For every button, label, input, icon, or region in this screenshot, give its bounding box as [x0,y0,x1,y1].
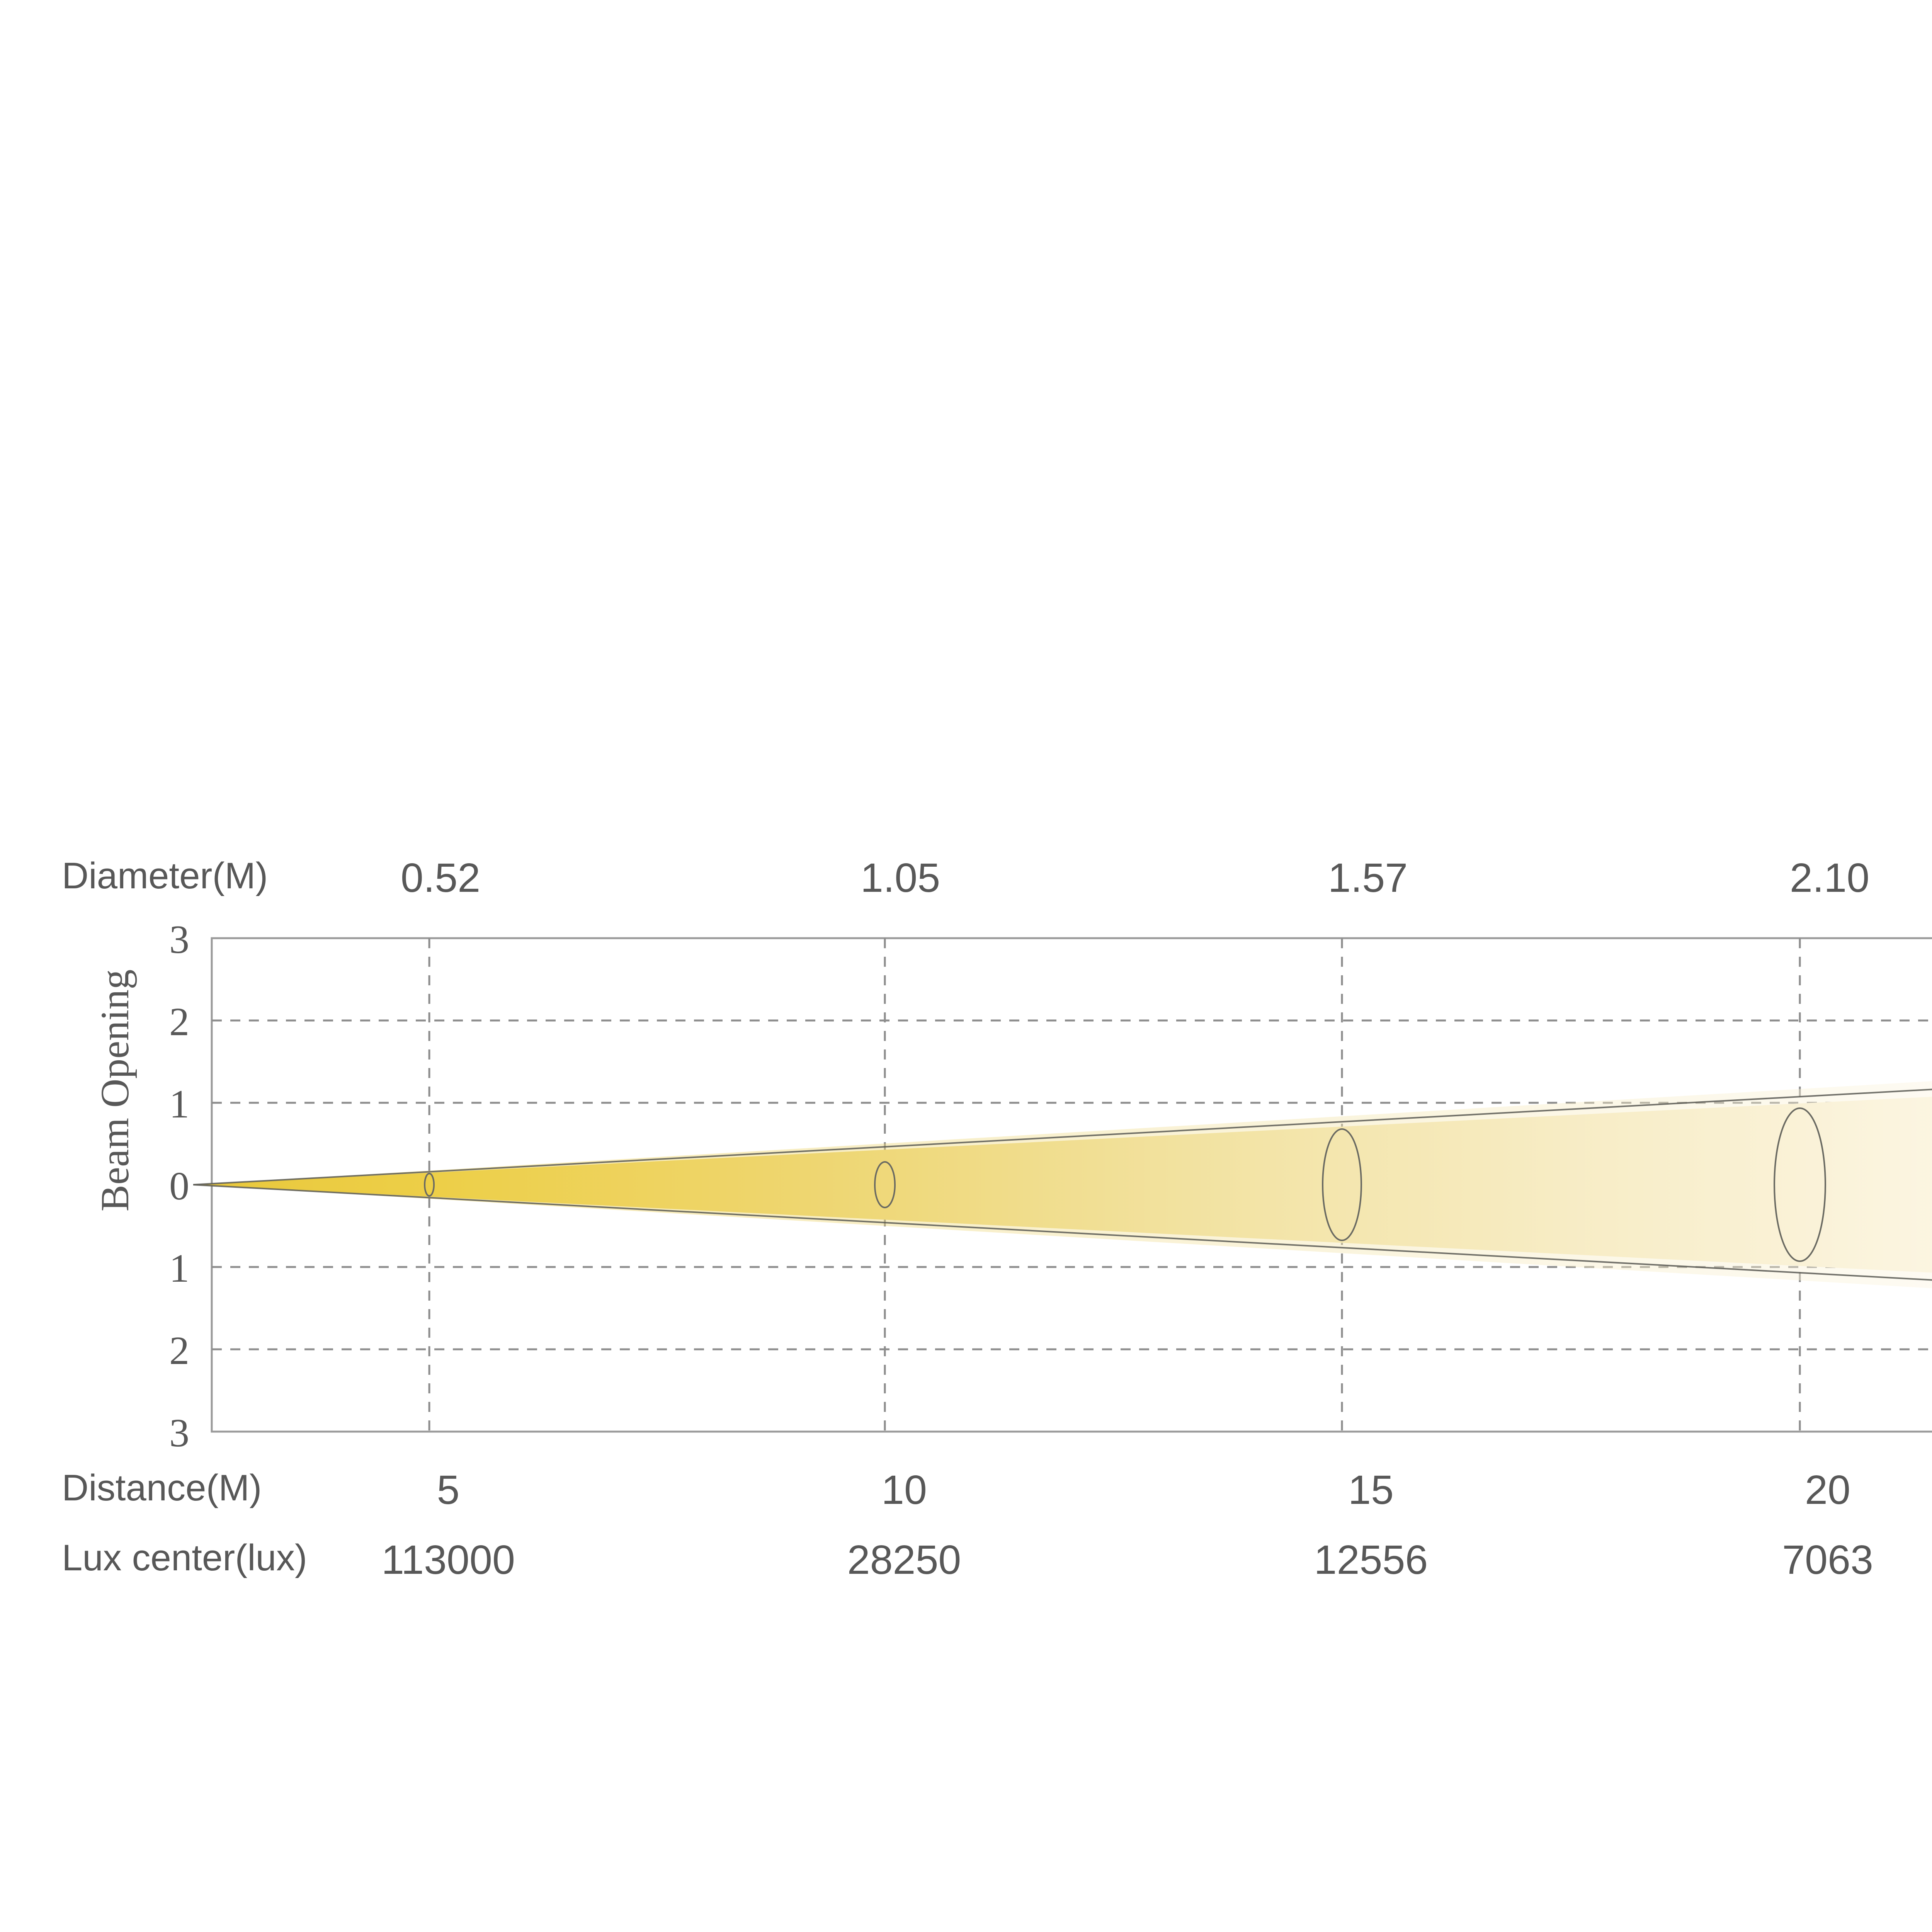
y-tick-label-3-top: 3 [169,917,189,962]
diameter-value-20m: 2.10 [1789,855,1870,901]
y-tick-label-1-bottom: 1 [169,1246,189,1291]
y-tick-label-2-top: 2 [169,1000,189,1044]
lux-value-15m: 12556 [1314,1537,1428,1583]
distance-value-10m: 10 [881,1467,927,1513]
beam-edge-top [193,1088,1932,1185]
beam-cross-sections [424,1107,1826,1262]
y-tick-label-3-bottom: 3 [169,1411,189,1455]
y-axis-title: Beam Opening [93,969,137,1212]
lux-value-5m: 113000 [381,1537,515,1583]
cross-section-15m [1322,1128,1362,1241]
diameter-value-10m: 1.05 [860,855,940,901]
distance-value-5m: 5 [437,1467,460,1513]
distance-row-label: Distance(M) [62,1467,262,1509]
diameter-row-label: Diameter(M) [62,855,268,896]
cross-section-10m [874,1161,896,1208]
distance-value-15m: 15 [1348,1467,1394,1513]
beam-cone [193,1081,1932,1289]
lux-row-label: Lux center(lux) [62,1537,307,1578]
lux-value-10m: 28250 [847,1537,961,1583]
cross-section-5m [424,1173,435,1197]
distance-value-20m: 20 [1805,1467,1850,1513]
y-tick-label-1-top: 1 [169,1082,189,1126]
diameter-value-15m: 1.57 [1328,855,1408,901]
y-tick-label-0: 0 [169,1164,189,1208]
beam-body [193,1097,1932,1273]
lux-value-20m: 7063 [1782,1537,1873,1583]
beam-edge-bottom [193,1184,1932,1281]
cross-section-20m [1774,1107,1826,1262]
diameter-value-5m: 0.52 [400,855,481,901]
y-tick-label-2-bottom: 2 [169,1328,189,1373]
